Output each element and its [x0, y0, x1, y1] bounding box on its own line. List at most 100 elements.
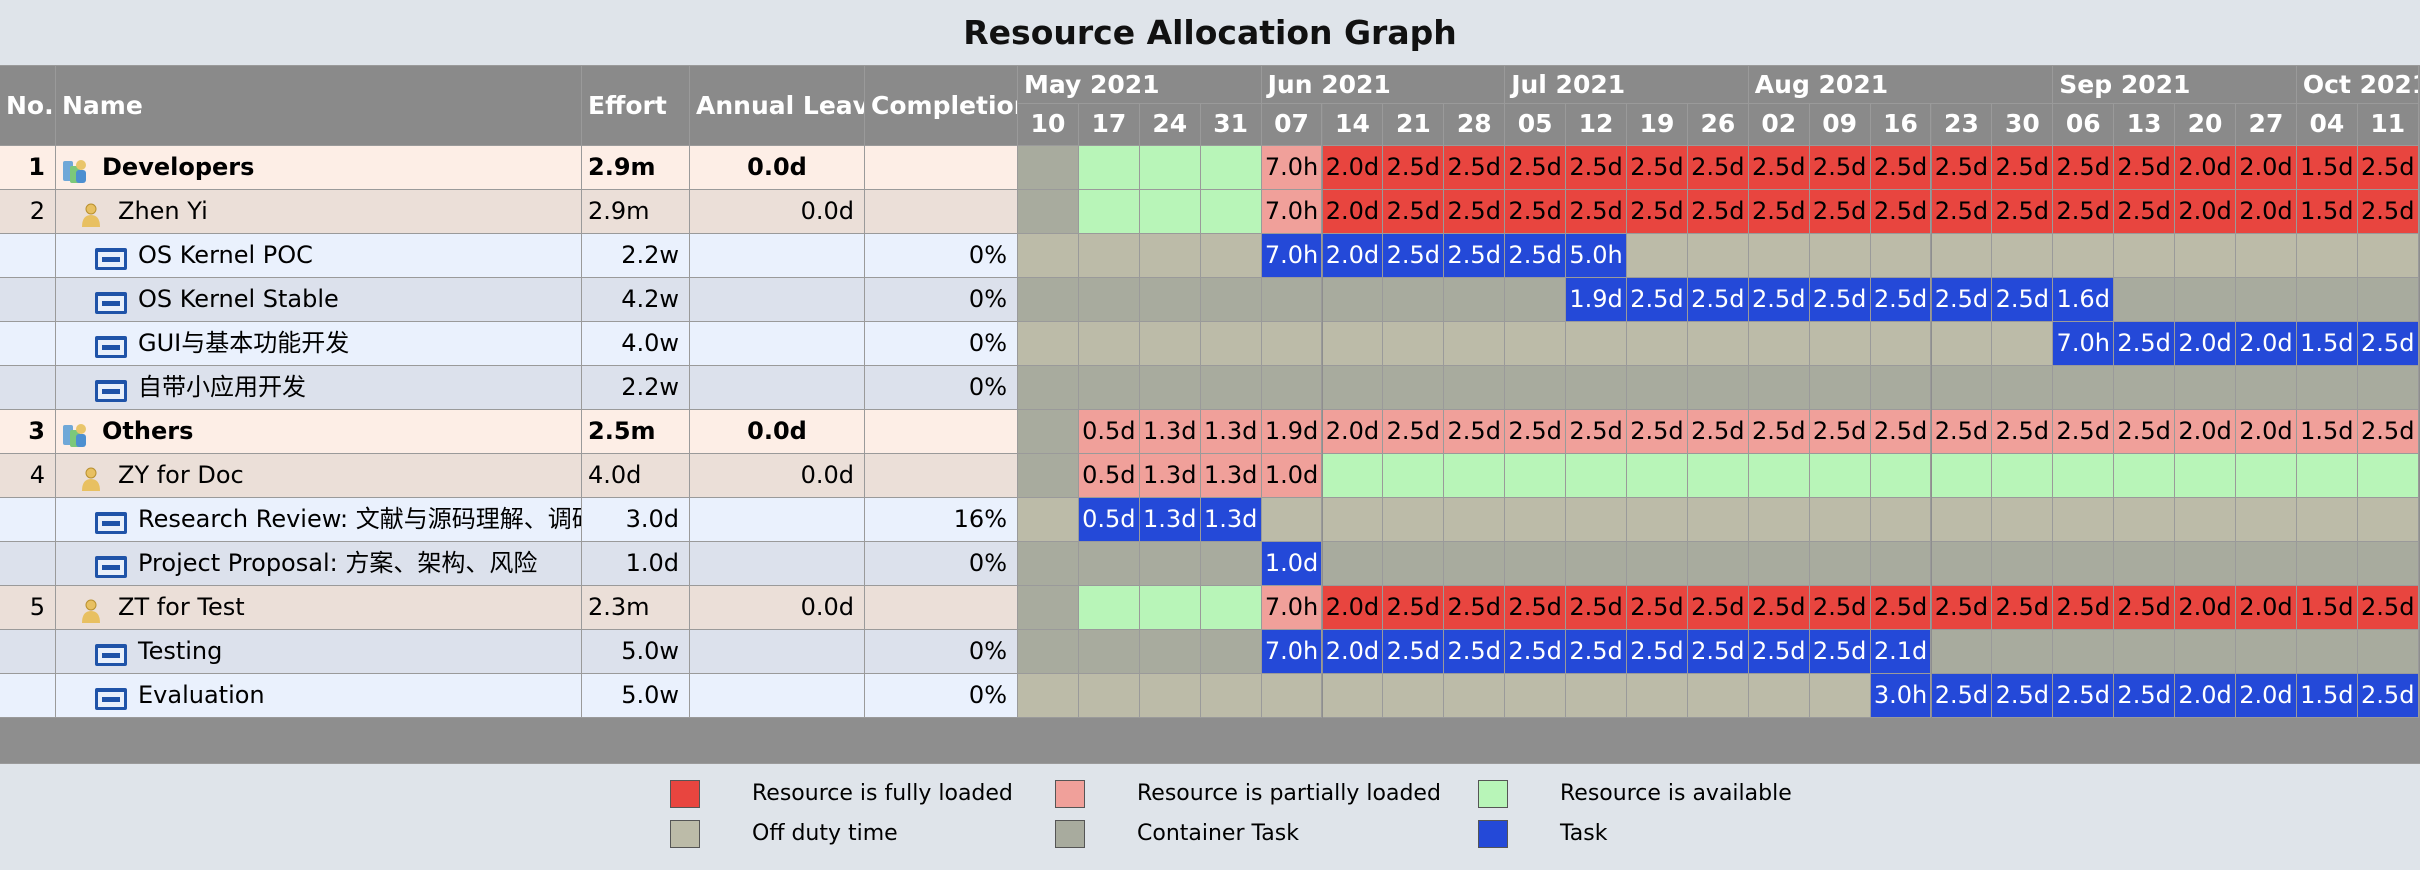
timeline-cell[interactable]	[1383, 278, 1445, 322]
timeline-cell[interactable]	[1322, 542, 1384, 586]
timeline-cell[interactable]	[1139, 278, 1201, 322]
timeline-cell[interactable]: 2.5d	[2114, 410, 2176, 454]
timeline-cell[interactable]	[1139, 190, 1201, 234]
timeline-cell[interactable]	[1261, 278, 1323, 322]
timeline-cell[interactable]: 2.5d	[1748, 190, 1810, 234]
timeline-cell[interactable]	[1566, 674, 1627, 718]
timeline-cell[interactable]: 1.5d	[2296, 674, 2358, 718]
row-name-cell[interactable]: ZT for Test	[56, 586, 582, 630]
timeline-cell[interactable]: 2.5d	[2357, 410, 2419, 454]
timeline-cell[interactable]	[1566, 542, 1627, 586]
timeline-cell[interactable]	[1383, 454, 1445, 498]
timeline-cell[interactable]: 2.5d	[1687, 586, 1749, 630]
timeline-cell[interactable]: 2.5d	[1505, 586, 1567, 630]
timeline-cell[interactable]: 2.5d	[1992, 278, 2054, 322]
timeline-cell[interactable]: 2.5d	[2053, 674, 2115, 718]
timeline-cell[interactable]	[1870, 322, 1932, 366]
timeline-cell[interactable]	[1992, 454, 2054, 498]
timeline-cell[interactable]	[1748, 454, 1810, 498]
timeline-cell[interactable]	[1018, 454, 1079, 498]
timeline-cell[interactable]	[1139, 234, 1201, 278]
timeline-cell[interactable]	[2053, 498, 2115, 542]
timeline-cell[interactable]	[1078, 278, 1140, 322]
timeline-cell[interactable]: 2.5d	[1444, 410, 1506, 454]
timeline-cell[interactable]: 2.5d	[2357, 146, 2419, 190]
timeline-cell[interactable]	[2175, 454, 2236, 498]
timeline-cell[interactable]: 2.5d	[1627, 410, 1688, 454]
timeline-cell[interactable]: 2.5d	[1505, 410, 1567, 454]
timeline-cell[interactable]	[2175, 278, 2236, 322]
timeline-cell[interactable]	[2236, 630, 2297, 674]
timeline-cell[interactable]	[2236, 498, 2297, 542]
timeline-cell[interactable]	[1078, 542, 1140, 586]
timeline-cell[interactable]	[1566, 498, 1627, 542]
timeline-cell[interactable]	[1566, 322, 1627, 366]
timeline-cell[interactable]	[1018, 542, 1079, 586]
timeline-cell[interactable]	[1505, 454, 1567, 498]
timeline-cell[interactable]	[2053, 630, 2115, 674]
timeline-cell[interactable]	[1200, 630, 1262, 674]
timeline-cell[interactable]: 1.9d	[1261, 410, 1323, 454]
timeline-cell[interactable]	[1444, 454, 1506, 498]
timeline-cell[interactable]	[1322, 498, 1384, 542]
timeline-cell[interactable]	[1992, 542, 2054, 586]
timeline-cell[interactable]	[1931, 454, 1993, 498]
timeline-cell[interactable]	[1627, 542, 1688, 586]
timeline-cell[interactable]: 2.5d	[1931, 586, 1993, 630]
timeline-cell[interactable]: 2.5d	[1444, 146, 1506, 190]
timeline-cell[interactable]: 2.5d	[1383, 234, 1445, 278]
timeline-cell[interactable]: 2.0d	[2175, 674, 2236, 718]
timeline-cell[interactable]: 2.5d	[1992, 146, 2054, 190]
timeline-cell[interactable]	[1505, 322, 1567, 366]
timeline-cell[interactable]	[1444, 498, 1506, 542]
timeline-cell[interactable]: 7.0h	[1261, 586, 1323, 630]
timeline-cell[interactable]	[1018, 146, 1079, 190]
timeline-cell[interactable]: 2.5d	[1627, 146, 1688, 190]
timeline-cell[interactable]	[1200, 542, 1262, 586]
row-name-cell[interactable]: Research Review: 文献与源码理解、调研	[56, 498, 582, 542]
timeline-cell[interactable]	[2357, 234, 2419, 278]
timeline-cell[interactable]: 2.5d	[1748, 278, 1810, 322]
timeline-cell[interactable]	[1748, 674, 1810, 718]
timeline-cell[interactable]: 2.0d	[2175, 410, 2236, 454]
timeline-cell[interactable]: 2.5d	[1505, 234, 1567, 278]
row-name-cell[interactable]: ZY for Doc	[56, 454, 582, 498]
timeline-cell[interactable]	[1687, 322, 1749, 366]
timeline-cell[interactable]: 2.5d	[1444, 190, 1506, 234]
timeline-cell[interactable]	[2114, 542, 2176, 586]
timeline-cell[interactable]: 7.0h	[1261, 234, 1323, 278]
timeline-cell[interactable]	[2357, 542, 2419, 586]
timeline-cell[interactable]: 2.0d	[1322, 190, 1384, 234]
header-effort[interactable]: Effort	[582, 66, 690, 146]
timeline-cell[interactable]	[1566, 454, 1627, 498]
timeline-cell[interactable]: 5.0h	[1566, 234, 1627, 278]
timeline-cell[interactable]: 2.5d	[2114, 190, 2176, 234]
timeline-cell[interactable]	[2236, 366, 2297, 410]
timeline-cell[interactable]	[1931, 498, 1993, 542]
row-name-cell[interactable]: GUI与基本功能开发	[56, 322, 582, 366]
timeline-cell[interactable]	[1444, 674, 1506, 718]
timeline-cell[interactable]: 2.0d	[1322, 410, 1384, 454]
header-annual-leave[interactable]: Annual Leave	[690, 66, 865, 146]
timeline-cell[interactable]	[1444, 366, 1506, 410]
timeline-cell[interactable]: 1.3d	[1139, 410, 1201, 454]
timeline-cell[interactable]	[1687, 498, 1749, 542]
header-no[interactable]: No.	[0, 66, 56, 146]
timeline-cell[interactable]	[1200, 322, 1262, 366]
timeline-cell[interactable]: 2.5d	[2114, 322, 2176, 366]
timeline-cell[interactable]: 2.0d	[2175, 190, 2236, 234]
timeline-cell[interactable]	[2236, 454, 2297, 498]
timeline-cell[interactable]: 2.5d	[1627, 278, 1688, 322]
timeline-cell[interactable]	[1139, 366, 1201, 410]
timeline-cell[interactable]: 1.3d	[1200, 498, 1262, 542]
timeline-cell[interactable]	[1078, 190, 1140, 234]
timeline-cell[interactable]: 2.5d	[1748, 410, 1810, 454]
timeline-cell[interactable]: 2.5d	[1505, 190, 1567, 234]
timeline-cell[interactable]: 2.5d	[1931, 146, 1993, 190]
timeline-cell[interactable]: 2.5d	[1566, 586, 1627, 630]
timeline-cell[interactable]	[1139, 146, 1201, 190]
timeline-cell[interactable]: 2.0d	[2236, 674, 2297, 718]
timeline-cell[interactable]: 1.9d	[1566, 278, 1627, 322]
timeline-cell[interactable]	[1322, 674, 1384, 718]
timeline-cell[interactable]: 7.0h	[2053, 322, 2115, 366]
